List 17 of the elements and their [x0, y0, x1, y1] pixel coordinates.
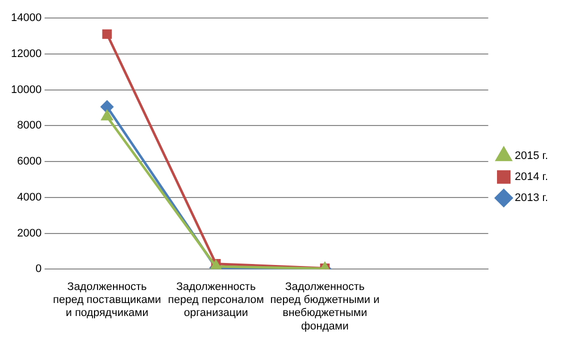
x-tick-label: Задолженность перед персоналом организации [168, 280, 264, 320]
point [100, 100, 114, 114]
point [102, 29, 112, 39]
point [101, 110, 113, 120]
legend-label: 2015 г. [514, 150, 548, 162]
legend-label: 2014 г. [514, 171, 548, 184]
y-tick-label: 8000 [17, 120, 42, 132]
legend-label: 2013 г. [514, 192, 548, 204]
y-tick-label: 6000 [17, 156, 42, 168]
x-tick-label: Задолженность перед бюджетными и внебюджетными фондами [270, 280, 380, 332]
y-tick-label: 12000 [10, 48, 42, 60]
y-tick-label: 10000 [10, 84, 42, 96]
y-tick-label: 14000 [10, 12, 42, 24]
y-tick-label: 4000 [17, 191, 42, 204]
x-tick-label: Задолженность перед поставщиками и подрядчиками [53, 280, 162, 320]
y-tick-label: 2000 [17, 227, 42, 240]
y-tick-label: 0 [35, 263, 42, 276]
